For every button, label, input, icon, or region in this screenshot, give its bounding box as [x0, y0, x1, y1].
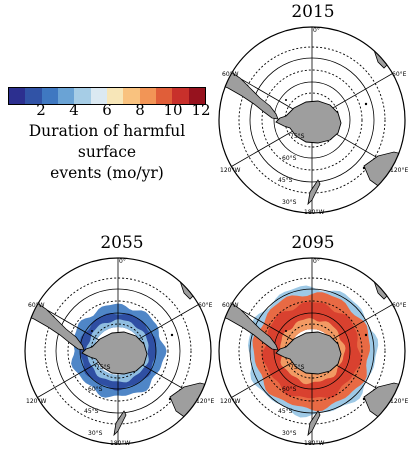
colorbar-segment: [9, 88, 26, 104]
lon-label-60e: 60°E: [392, 71, 407, 78]
map-border: [218, 26, 406, 214]
landmass-south-america: [219, 296, 279, 351]
island-marker: [285, 330, 287, 332]
landmass-south-america: [219, 65, 279, 120]
colorbar-label-line1: Duration of harmful surface: [28, 122, 186, 161]
lon-label-0: 0°: [313, 27, 320, 34]
latitude-circle: [67, 300, 169, 402]
lon-label-120e: 120°E: [196, 398, 214, 405]
lat-label-45s: 45°S: [84, 408, 99, 415]
island-marker: [91, 330, 93, 332]
island-marker: [170, 333, 174, 337]
map-border: [218, 257, 406, 445]
island-marker: [168, 397, 172, 401]
latitude-circle: [238, 277, 386, 425]
latitude-circle: [238, 46, 386, 194]
lon-label-120w: 120°W: [26, 398, 46, 405]
lon-label-0: 0°: [313, 258, 320, 265]
lat-label-60s: 60°S: [282, 386, 297, 393]
colorbar-segment: [139, 88, 156, 104]
colorbar-segment: [106, 88, 124, 104]
colorbar-tick: 4: [69, 101, 79, 119]
lon-label-120w: 120°W: [220, 167, 240, 174]
colorbar-tick: 2: [36, 101, 46, 119]
lon-label-180w: 180°W: [304, 209, 324, 216]
island-marker: [362, 397, 366, 401]
map-content: [219, 27, 405, 213]
map-panel-2015: 0° 60°W 60°E 120°W 120°E 180°W 75°S 60°S 45°S 30°…: [218, 26, 408, 216]
colorbar-segment: [57, 88, 75, 104]
lat-label-75s: 75°S: [290, 364, 305, 371]
lat-label-60s: 60°S: [282, 155, 297, 162]
colorbar-segment: [123, 88, 140, 104]
panel-title-2015: 2015: [291, 2, 335, 22]
map-panel-2055: 0° 60°W 60°E 120°W 120°E 180°W 75°S 60°S 45°S 30°…: [24, 257, 214, 447]
lon-label-60e: 60°E: [198, 302, 213, 309]
latitude-circle: [261, 300, 363, 402]
colorbar-ticks: 2 4 6 8 10 12: [8, 101, 210, 125]
colorbar-tick: 12: [191, 101, 211, 119]
island-marker: [285, 99, 287, 101]
map-content: [25, 258, 211, 444]
map-panel-2095: 0° 60°W 60°E 120°W 120°E 180°W 75°S 60°S 45°S 30°…: [218, 257, 408, 447]
colorbar-segment: [90, 88, 107, 104]
map-content: [219, 258, 405, 444]
island-marker: [364, 333, 368, 337]
colorbar-segment: [74, 88, 91, 104]
landmass-new-zealand: [307, 179, 321, 206]
lon-label-60w: 60°W: [222, 71, 239, 78]
lon-label-120e: 120°E: [390, 398, 408, 405]
colorbar-tick: 6: [102, 101, 112, 119]
lat-label-45s: 45°S: [278, 177, 293, 184]
colorbar-segment: [41, 88, 58, 104]
panel-title-2095: 2095: [291, 233, 335, 253]
landmass-south-america: [25, 296, 85, 351]
lon-label-120e: 120°E: [390, 167, 408, 174]
map-border: [24, 257, 212, 445]
lat-label-45s: 45°S: [278, 408, 293, 415]
lat-label-60s: 60°S: [88, 386, 103, 393]
colorbar-segment: [25, 88, 42, 104]
landmass-new-zealand: [113, 410, 127, 437]
lon-label-180w: 180°W: [304, 440, 324, 447]
island-marker: [364, 102, 368, 106]
colorbar-segment: [188, 88, 205, 104]
lat-label-75s: 75°S: [290, 133, 305, 140]
lon-label-60w: 60°W: [222, 302, 239, 309]
lon-label-60e: 60°E: [392, 302, 407, 309]
latitude-circle: [44, 277, 192, 425]
latitude-circle: [261, 69, 363, 171]
lon-label-180w: 180°W: [110, 440, 130, 447]
lat-label-75s: 75°S: [96, 364, 111, 371]
landmass-antarctica: [275, 100, 342, 144]
landmass-antarctica: [81, 331, 148, 375]
colorbar-segment: [155, 88, 173, 104]
colorbar-segment: [172, 88, 189, 104]
colorbar-label-line2: events (mo/yr): [50, 164, 164, 182]
colorbar-tick: 10: [163, 101, 183, 119]
colorbar-tick: 8: [135, 101, 145, 119]
lat-label-30s: 30°S: [282, 430, 297, 437]
lat-label-30s: 30°S: [282, 199, 297, 206]
colorbar: [8, 87, 206, 105]
island-marker: [362, 166, 366, 170]
colorbar-label: Duration of harmful surface events (mo/y…: [2, 121, 212, 184]
field-inner-band: [261, 301, 362, 399]
landmass-new-zealand: [307, 410, 321, 437]
landmass-antarctica: [275, 331, 342, 375]
lat-label-30s: 30°S: [88, 430, 103, 437]
panel-title-2055: 2055: [100, 233, 144, 253]
lon-label-60w: 60°W: [28, 302, 45, 309]
lon-label-120w: 120°W: [220, 398, 240, 405]
lon-label-0: 0°: [119, 258, 126, 265]
